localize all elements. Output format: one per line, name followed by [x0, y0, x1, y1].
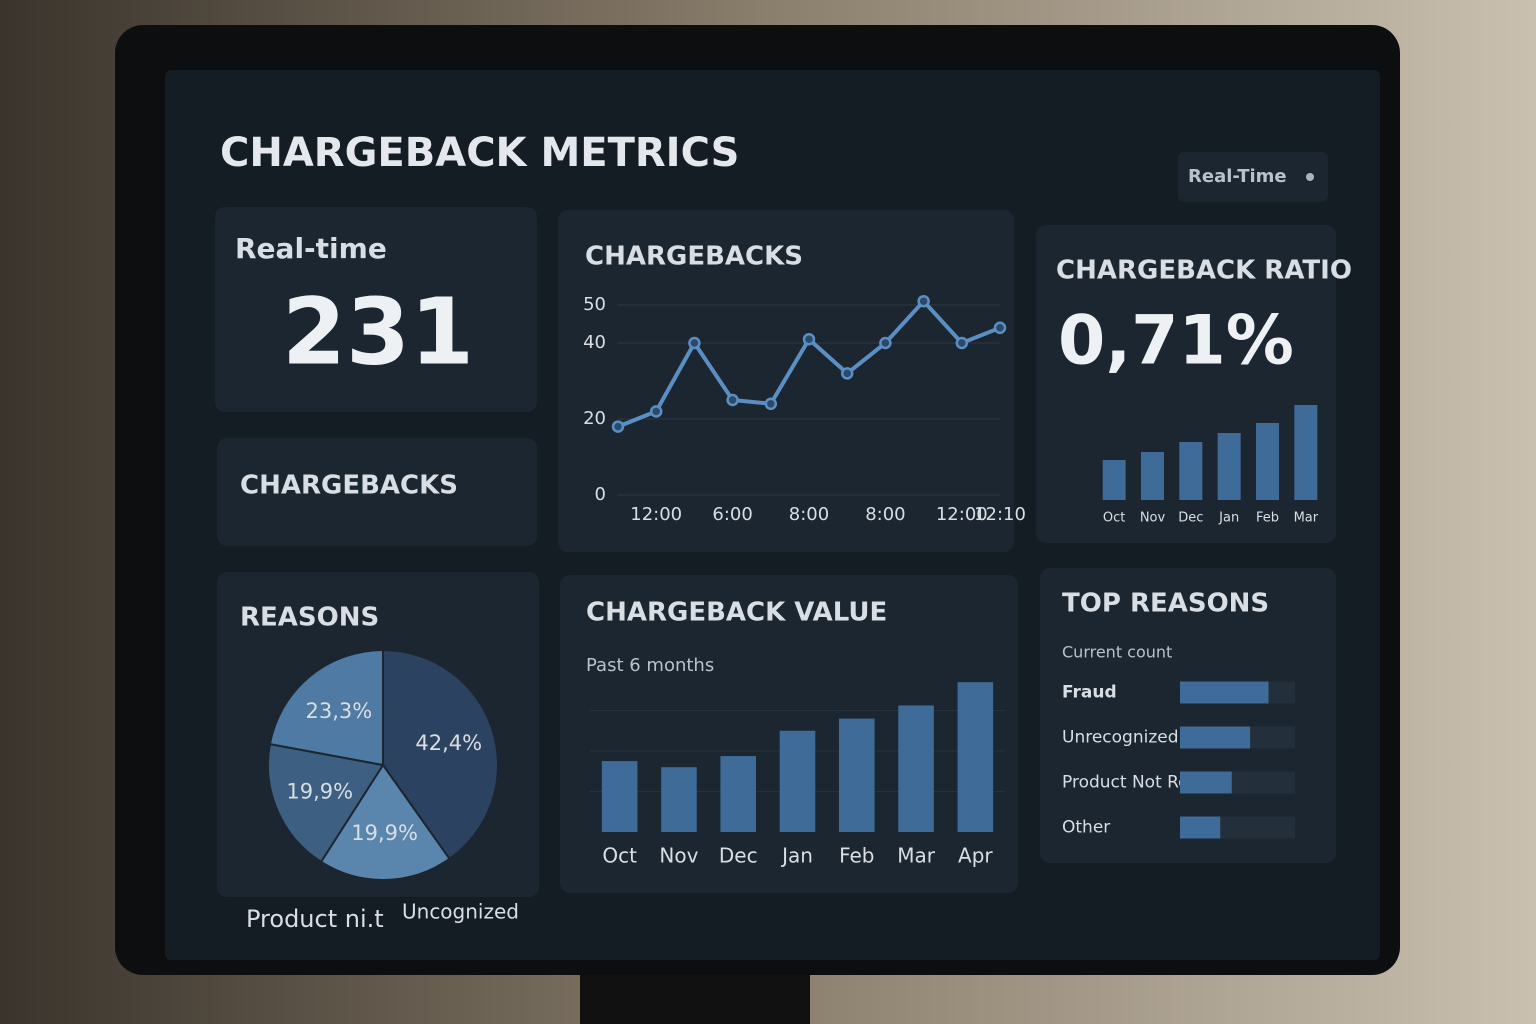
- x-tick-label: Nov: [659, 844, 698, 868]
- chart-title: REASONS: [240, 603, 379, 633]
- x-tick-label: Feb: [1256, 511, 1279, 526]
- point: [764, 397, 778, 411]
- x-tick-label: Mar: [897, 844, 936, 868]
- x-tick-label: 12:10: [974, 504, 1026, 525]
- point: [879, 336, 892, 350]
- panel-title: CHARGEBACK RATIO: [1056, 256, 1352, 286]
- slice-label: 19,9%: [351, 821, 418, 845]
- x-tick-label: 8:00: [865, 504, 905, 525]
- chart-title: CHARGEBACK VALUE: [586, 598, 887, 628]
- y-tick-label: 40: [583, 332, 606, 353]
- point: [688, 336, 701, 350]
- bar: [1102, 460, 1126, 500]
- card-label: Real-time: [235, 232, 387, 265]
- x-tick-label: Jan: [780, 844, 813, 868]
- chart-title: CHARGEBACKS: [585, 242, 803, 272]
- slice-label: 42,4%: [415, 731, 482, 755]
- point: [993, 321, 1007, 335]
- chart-title: TOP REASONS: [1062, 589, 1269, 619]
- category-label: Fraud: [1062, 683, 1117, 703]
- x-tick-label: Feb: [839, 844, 874, 868]
- category-label: Other: [1062, 818, 1110, 838]
- bar: [839, 718, 875, 832]
- bar: [720, 756, 756, 832]
- bar: [1180, 771, 1232, 794]
- x-tick-label: Jan: [1218, 511, 1239, 526]
- card-label: CHARGEBACKS: [240, 471, 458, 501]
- point: [802, 332, 816, 346]
- bar: [957, 682, 994, 832]
- dropdown[interactable]: [1178, 152, 1328, 202]
- bar: [1256, 423, 1279, 500]
- ratio-value: 0,71%: [1058, 302, 1294, 381]
- bar: [1141, 452, 1164, 500]
- dashboard-title: CHARGEBACK METRICS: [220, 130, 739, 176]
- bar: [661, 767, 697, 832]
- bar: [1180, 726, 1251, 749]
- x-tick-label: Dec: [719, 844, 758, 868]
- chart-subtitle: Current count: [1062, 643, 1172, 662]
- slice-label: 19,9%: [286, 779, 353, 803]
- x-tick-label: Nov: [1140, 511, 1166, 526]
- point: [955, 336, 969, 350]
- bar: [1217, 433, 1241, 500]
- pie-slice: [268, 648, 384, 767]
- y-tick-label: 50: [583, 294, 606, 315]
- pie-slice: [382, 648, 499, 861]
- x-tick-label: 12:00: [630, 504, 682, 525]
- bar: [1180, 816, 1221, 839]
- dropdown-label[interactable]: Real-Time: [1188, 166, 1287, 187]
- pie-slice: [319, 763, 451, 881]
- point: [611, 420, 625, 433]
- point: [840, 367, 854, 380]
- x-tick-label: 6:00: [712, 504, 752, 525]
- bar: [601, 761, 638, 832]
- x-tick-label: Oct: [602, 844, 637, 868]
- x-tick-label: Apr: [958, 844, 993, 868]
- card: [215, 207, 537, 412]
- slice-label: 23,3%: [306, 699, 373, 723]
- point: [649, 405, 663, 418]
- legend-label: Uncognized: [402, 900, 519, 924]
- x-tick-label: Dec: [1178, 511, 1203, 526]
- point: [917, 294, 930, 308]
- card: [217, 438, 537, 546]
- card-value: 231: [282, 278, 474, 385]
- point: [726, 393, 739, 407]
- bar: [1294, 405, 1318, 500]
- category-label: Unrecognized: [1062, 728, 1179, 748]
- bar: [1180, 681, 1269, 704]
- chart-subtitle: Past 6 months: [586, 655, 714, 676]
- y-tick-label: 0: [595, 484, 606, 505]
- dropdown-icon[interactable]: [1306, 173, 1314, 181]
- pie-slice: [267, 742, 385, 864]
- x-tick-label: 12:00: [936, 504, 988, 525]
- y-tick-label: 20: [583, 408, 606, 429]
- bar: [1179, 442, 1203, 500]
- x-tick-label: Mar: [1294, 511, 1319, 526]
- x-tick-label: 8:00: [789, 504, 829, 525]
- bar: [779, 730, 816, 832]
- x-tick-label: Oct: [1103, 511, 1125, 526]
- bar: [898, 705, 934, 832]
- legend-label: Product ni.t: [246, 905, 384, 933]
